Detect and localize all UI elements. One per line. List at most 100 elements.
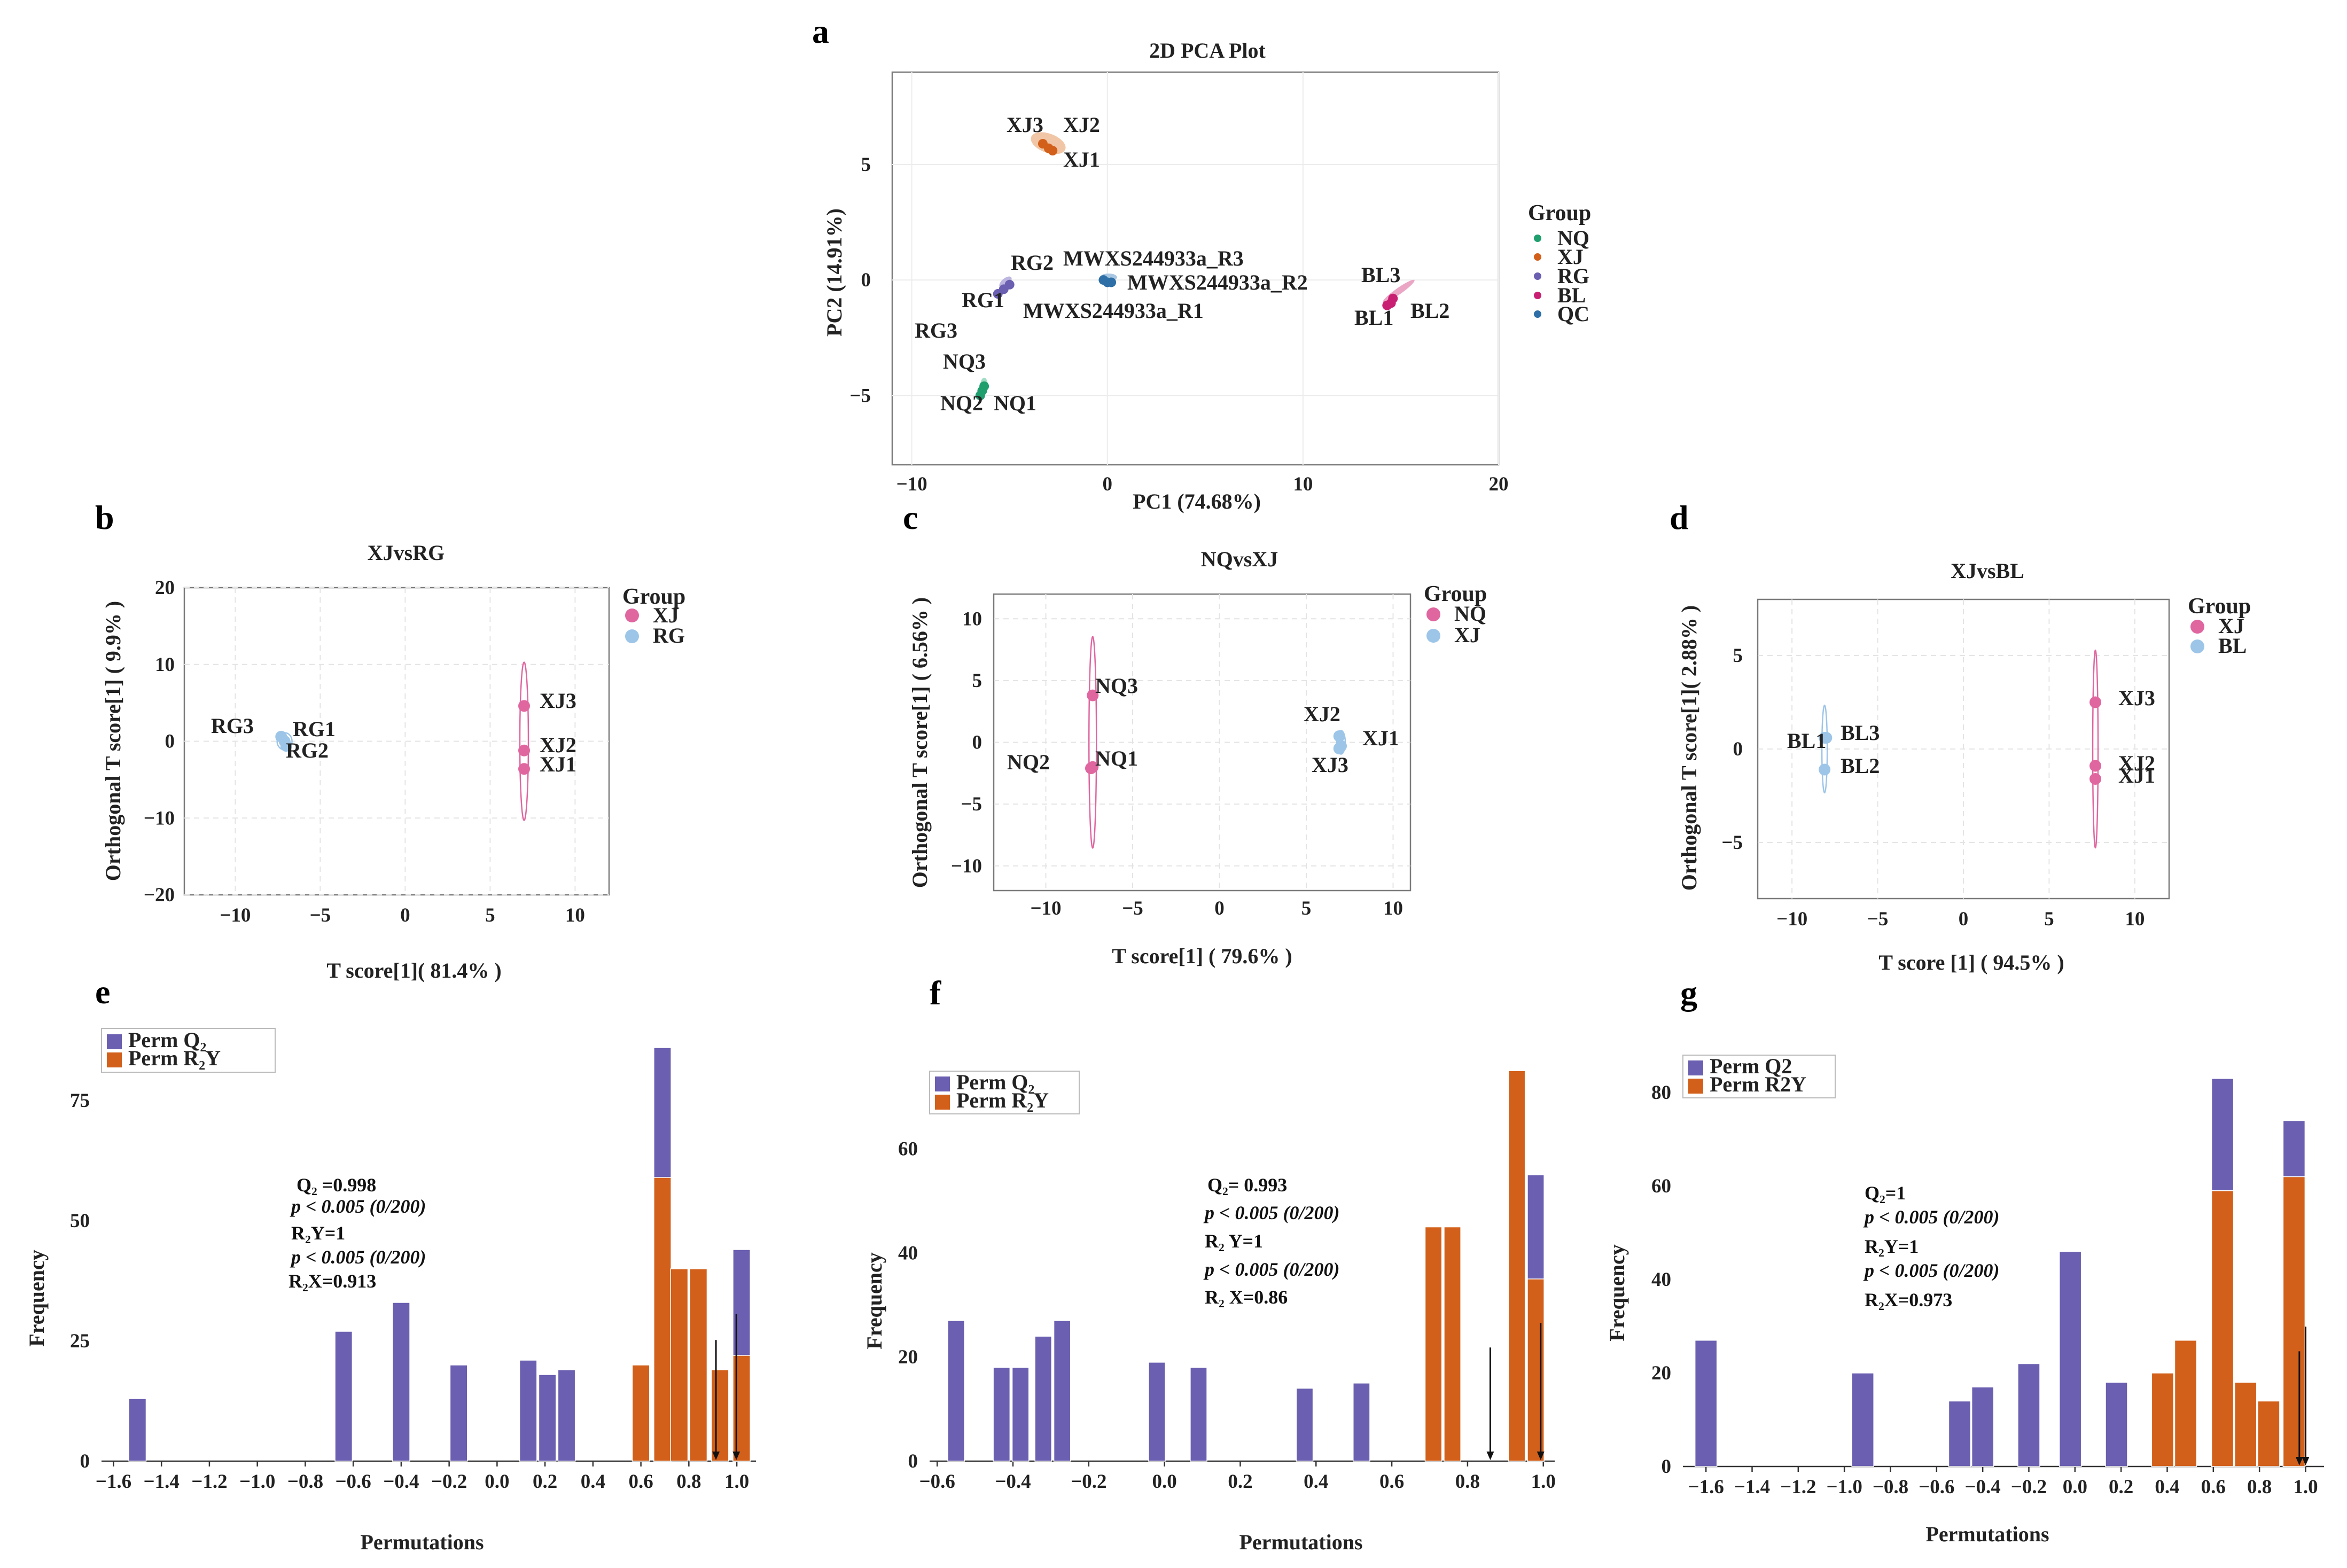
legend-e-box [101, 1028, 276, 1073]
panel-letter-g: g [1680, 974, 1697, 1012]
bar-q2 [1053, 1320, 1071, 1462]
panel-g-axes: −1.6 −1.4 −1.2 −1.0 −0.8 −0.6 −0.4 −0.2 0.0 0.2 0.… [1651, 1082, 2324, 1498]
stat-g-r2y: R₂Y=1 [1865, 1236, 1919, 1257]
x-tick-label: 0.0 [485, 1471, 509, 1493]
bar-r2y [1527, 1278, 1545, 1462]
x-tick-label: −5 [1122, 898, 1143, 919]
confidence-ellipse-nq [1088, 636, 1097, 849]
panel-d: d XJvsBL −10 −5 0 5 10 −5 0 5 XJ3 XJ2 XJ1 BL1 B… [1670, 498, 2251, 974]
bar-q2 [557, 1369, 576, 1462]
x-tick-label: −0.4 [1964, 1476, 2000, 1498]
x-tick-label: −0.6 [1919, 1476, 1954, 1498]
panel-d-title: XJvsBL [1951, 559, 2024, 583]
panel-f-ylabel: Frequency [862, 1252, 886, 1349]
stat-e-q2: Q₂ =0.998 [297, 1174, 376, 1196]
legend-g-label-q2: Perm Q2 [1710, 1054, 1792, 1078]
panel-b-ylabel: Orthogonal T score[1] ( 9.9% ) [101, 601, 125, 881]
y-tick-label: 40 [898, 1242, 918, 1264]
legend-g-label-r2y: Perm R2Y [1710, 1072, 1806, 1096]
legend-a-label-nq: NQ [1557, 226, 1589, 250]
point-bl2 [1819, 763, 1831, 776]
point-xj3 [518, 700, 530, 712]
panel-f: f −0.6 −0.4 −0.2 0.0 0.2 0.4 0.6 0.8 1.00204060 … [862, 974, 1556, 1554]
x-tick-label: −1.0 [239, 1471, 275, 1493]
point-xj2 [2089, 760, 2102, 772]
stat-g-p2: p < 0.005 (0/200) [1863, 1260, 2000, 1281]
d-label-xj1: XJ1 [2118, 763, 2155, 787]
bar-q2 [1353, 1383, 1370, 1462]
b-label-xj1: XJ1 [540, 752, 576, 776]
x-tick-label: −0.4 [995, 1471, 1031, 1493]
panel-e-xlabel: Permutations [360, 1530, 484, 1554]
point-nq2 [1085, 762, 1097, 775]
panel-c-grid [994, 594, 1410, 891]
legend-c-label-nq: NQ [1454, 602, 1486, 626]
panel-f-xlabel: Permutations [1239, 1530, 1362, 1554]
point-nq3 [1087, 689, 1099, 701]
bar-q2 [1190, 1367, 1207, 1462]
legend-e-label-r2y: Perm R₂Y [128, 1046, 221, 1070]
x-tick-label: −0.4 [383, 1471, 419, 1493]
panel-b-points [275, 700, 530, 775]
point-xj2 [518, 744, 530, 756]
arrow-head-icon [2295, 1457, 2303, 1465]
arrow-head-icon [1486, 1452, 1494, 1460]
legend-f-swatch-r2y [935, 1095, 950, 1110]
c-label-nq1: NQ1 [1095, 746, 1138, 770]
panel-c-title: NQvsXJ [1201, 547, 1278, 571]
point-label-nq2: NQ2 [940, 391, 983, 415]
y-tick-label: 5 [861, 154, 871, 176]
bar-q2 [334, 1331, 353, 1462]
legend-e-swatch-q2 [107, 1034, 122, 1049]
stat-f-q2: Q₂= 0.993 [1207, 1174, 1287, 1196]
y-tick-label: 40 [1651, 1269, 1671, 1291]
y-tick-label: 0 [861, 269, 871, 291]
panel-g-ylabel: Frequency [1605, 1244, 1629, 1341]
point-label-bl1: BL1 [1354, 306, 1393, 330]
panel-d-xlabel: T score [1] ( 94.5% ) [1878, 950, 2064, 974]
point-nq1 [975, 391, 985, 401]
point-label-bl2: BL2 [1410, 299, 1449, 323]
bar-r2y [670, 1268, 689, 1462]
bar-r2y [1508, 1070, 1526, 1462]
stat-e-p2: p < 0.005 (0/200) [290, 1246, 426, 1268]
panel-a-ylabel: PC2 (14.91%) [822, 208, 846, 337]
legend-d-swatch-bl [2190, 639, 2204, 653]
panel-d-point-labels: XJ3 XJ2 XJ1 BL1 BL3 BL2 [1787, 686, 2155, 787]
bar-r2y [2174, 1340, 2197, 1467]
legend-b-swatch-xj [625, 609, 639, 622]
legend-c-label-xj: XJ [1454, 623, 1480, 647]
y-tick-label: 75 [70, 1090, 90, 1112]
c-label-nq2: NQ2 [1007, 750, 1050, 774]
y-tick-label: 25 [70, 1330, 90, 1352]
y-tick-label: 20 [898, 1346, 918, 1368]
legend-c-title: Group [1424, 582, 1487, 606]
x-tick-label: 0.4 [581, 1471, 605, 1493]
panel-a-xlabel: PC1 (74.68%) [1133, 489, 1261, 513]
panel-e-axes: −1.6 −1.4 −1.2 −1.0 −0.8 −0.6 −0.4 −0.2 0.0 0.2 0.… [70, 1090, 756, 1493]
point-label-r3: MWXS244933a_R3 [1063, 246, 1244, 270]
b-label-rg3: RG3 [211, 714, 254, 738]
bar-q2 [392, 1302, 410, 1462]
point-label-r2: MWXS244933a_R2 [1127, 270, 1308, 294]
panel-g-xlabel: Permutations [1925, 1522, 2049, 1546]
legend-f-swatch-q2 [935, 1076, 950, 1091]
legend-b-label-xj: XJ [653, 603, 679, 627]
x-tick-label: 10 [1383, 898, 1403, 919]
stat-g-r2x: R₂X=0.973 [1865, 1289, 1952, 1310]
legend-b-swatch-rg [625, 629, 639, 643]
x-tick-label: 1.0 [1531, 1471, 1556, 1493]
panel-e: e −1.6 −1.4 −1.2 −1.0 −0.8 −0.6 −0.4 −0.2 0.0 0.2… [25, 973, 756, 1554]
x-tick-label: 0.8 [2247, 1476, 2272, 1498]
y-tick-label: 0 [80, 1450, 90, 1472]
d-label-xj2: XJ2 [2118, 751, 2155, 775]
y-tick-label: 5 [972, 670, 983, 692]
legend-e-swatch-r2y [107, 1052, 122, 1067]
bar-q2 [128, 1398, 147, 1462]
c-label-xj2: XJ2 [1304, 702, 1340, 726]
bar-r2y [653, 1177, 672, 1462]
bar-q2 [2105, 1382, 2128, 1467]
point-label-nq3: NQ3 [943, 349, 986, 373]
bar-q2 [1971, 1386, 1994, 1467]
legend-a-swatch-qc [1534, 310, 1541, 318]
